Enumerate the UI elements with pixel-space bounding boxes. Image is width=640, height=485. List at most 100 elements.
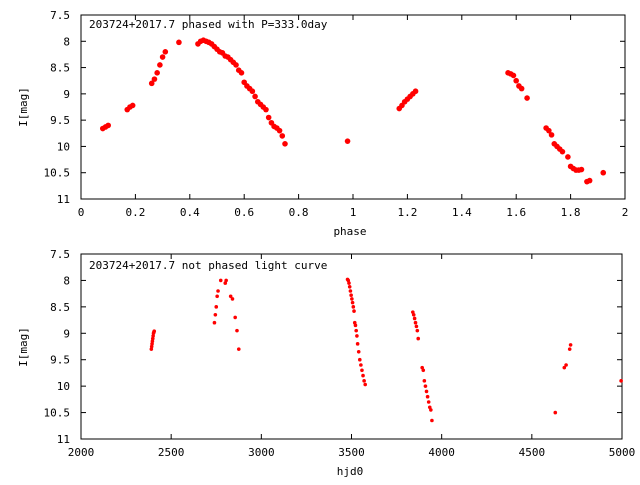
phased-plot-frame — [80, 14, 626, 200]
phased-x-tick-label: 0.6 — [234, 206, 254, 219]
unphased-data-point — [359, 363, 363, 367]
phased-data-point — [157, 62, 163, 68]
unphased-y-tick-label: 11 — [57, 433, 70, 446]
unphased-x-tick-label: 2000 — [68, 446, 95, 459]
phased-data-point — [238, 70, 245, 76]
unphased-data-point — [425, 394, 430, 399]
phased-data-point — [559, 148, 566, 155]
phased-data-point — [518, 85, 525, 92]
phased-data-point — [154, 70, 160, 76]
unphased-data-point — [363, 382, 368, 387]
phased-data-point — [263, 106, 269, 113]
phased-x-tick-label: 1.6 — [506, 206, 526, 219]
phased-data-point — [279, 133, 286, 139]
unphased-data-point — [355, 342, 360, 346]
phased-data-point — [233, 62, 239, 68]
phased-y-tick-label: 8.5 — [50, 62, 70, 75]
unphased-x-tick-label: 4000 — [428, 446, 455, 459]
phased-data-point — [252, 93, 258, 100]
unphased-x-tick-label: 2500 — [158, 446, 185, 459]
unphased-data-point — [352, 309, 356, 313]
unphased-data-point — [429, 408, 433, 412]
phased-data-point — [578, 166, 585, 173]
unphased-x-tick-label: 5000 — [609, 446, 636, 459]
unphased-plot-frame — [80, 253, 623, 440]
unphased-data-point — [430, 418, 434, 423]
unphased-data-point — [353, 323, 358, 328]
unphased-y-tick-label: 7.5 — [50, 248, 70, 261]
phased-data-point — [546, 127, 552, 134]
phased-x-tick-label: 0.8 — [289, 206, 309, 219]
unphased-data-point — [212, 320, 217, 325]
unphased-data-point — [151, 334, 155, 338]
phased-data-point — [412, 88, 419, 95]
phased-data-point — [159, 54, 166, 60]
unphased-y-axis-label: I[mag] — [17, 327, 30, 367]
unphased-data-point — [350, 300, 355, 305]
unphased-data-point — [361, 373, 365, 378]
unphased-data-point — [235, 328, 239, 333]
unphased-data-point — [422, 379, 427, 383]
phased-x-tick-label: 2 — [622, 206, 629, 219]
phased-y-tick-label: 7.5 — [50, 9, 70, 22]
unphased-data-point — [236, 347, 241, 351]
phased-data-point — [151, 76, 158, 82]
unphased-data-point — [213, 312, 218, 317]
unphased-data-point — [357, 357, 362, 362]
unphased-data-point — [228, 294, 233, 299]
unphased-x-tick-label: 4500 — [519, 446, 546, 459]
phased-ticks: 0 0.2 0.4 0.6 0.8 1 1.2 1.4 1.6 1.8 2 7.5 8 8.5 9 9.5 10… — [44, 9, 629, 219]
unphased-data-point — [349, 293, 353, 298]
unphased-data-point — [360, 368, 364, 373]
unphased-data-point — [233, 315, 237, 320]
phased-points — [99, 37, 607, 185]
unphased-y-tick-label: 8 — [63, 274, 70, 287]
unphased-data-point — [414, 324, 419, 329]
phased-data-point — [129, 102, 136, 109]
unphased-data-point — [423, 384, 428, 388]
phased-data-point — [513, 77, 519, 84]
phased-data-point — [148, 80, 155, 87]
phased-x-tick-label: 0 — [78, 206, 85, 219]
phased-x-tick-label: 1.2 — [397, 206, 417, 219]
phased-data-point — [344, 138, 351, 144]
unphased-data-point — [216, 289, 220, 293]
unphased-data-point — [149, 344, 154, 349]
phased-y-tick-label: 9 — [63, 88, 70, 101]
phased-x-tick-label: 0.2 — [125, 206, 145, 219]
unphased-x-tick-label: 3000 — [248, 446, 275, 459]
phased-x-tick-label: 1 — [350, 206, 357, 219]
phased-x-tick-label: 1.4 — [452, 206, 472, 219]
unphased-x-tick-label: 3500 — [338, 446, 365, 459]
unphased-panel: 203724+2017.7 not phased light curve hjd… — [17, 248, 635, 478]
unphased-data-point — [562, 365, 567, 370]
unphased-data-point — [411, 312, 416, 317]
unphased-data-point — [149, 347, 154, 351]
unphased-data-point — [230, 297, 235, 301]
unphased-data-point — [412, 316, 417, 321]
unphased-data-point — [351, 305, 356, 309]
unphased-x-axis-label: hjd0 — [337, 465, 364, 478]
unphased-data-point — [415, 328, 420, 333]
unphased-data-point — [218, 278, 223, 283]
phased-y-tick-label: 10 — [57, 140, 70, 153]
unphased-data-point — [424, 389, 429, 394]
unphased-y-tick-label: 10.5 — [44, 407, 71, 420]
phased-data-point — [510, 72, 517, 79]
phased-data-point — [265, 114, 272, 121]
unphased-data-point — [347, 281, 351, 285]
unphased-data-point — [567, 347, 572, 351]
unphased-data-point — [356, 349, 361, 354]
unphased-data-point — [347, 284, 352, 289]
unphased-data-point — [152, 329, 157, 333]
phased-data-point — [600, 169, 607, 176]
phased-data-point — [249, 88, 256, 95]
unphased-data-point — [416, 336, 421, 341]
phased-data-point — [586, 177, 593, 184]
phased-data-point — [162, 49, 169, 55]
phased-panel: 203724+2017.7 phased with P=333.0day pha… — [17, 9, 628, 238]
unphased-points — [149, 277, 623, 423]
unphased-data-point — [150, 336, 155, 341]
